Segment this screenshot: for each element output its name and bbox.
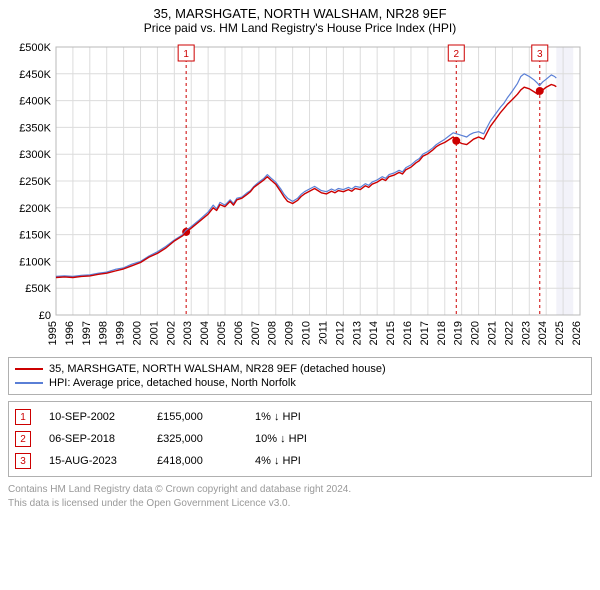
event-diff: 10% ↓ HPI bbox=[255, 433, 307, 445]
x-tick-label: 2023 bbox=[520, 321, 532, 345]
legend-label: HPI: Average price, detached house, Nort… bbox=[49, 377, 296, 389]
x-tick-label: 2019 bbox=[453, 321, 465, 345]
x-tick-label: 1995 bbox=[47, 321, 59, 345]
x-tick-label: 2005 bbox=[216, 321, 228, 345]
legend-item: HPI: Average price, detached house, Nort… bbox=[15, 376, 585, 390]
y-tick-label: £400K bbox=[19, 96, 51, 108]
legend-label: 35, MARSHGATE, NORTH WALSHAM, NR28 9EF (… bbox=[49, 363, 386, 375]
event-date: 10-SEP-2002 bbox=[49, 411, 139, 423]
x-tick-label: 2017 bbox=[419, 321, 431, 345]
x-tick-label: 2002 bbox=[165, 321, 177, 345]
chart-container: { "title": "35, MARSHGATE, NORTH WALSHAM… bbox=[0, 0, 600, 514]
y-tick-label: £250K bbox=[19, 176, 51, 188]
footer-line-1: Contains HM Land Registry data © Crown c… bbox=[8, 483, 592, 497]
event-row: 2 06-SEP-2018 £325,000 10% ↓ HPI bbox=[15, 428, 585, 450]
event-row: 3 15-AUG-2023 £418,000 4% ↓ HPI bbox=[15, 450, 585, 472]
x-tick-label: 1996 bbox=[64, 321, 76, 345]
series-hpi bbox=[56, 74, 556, 277]
x-tick-label: 2000 bbox=[132, 321, 144, 345]
event-price: £325,000 bbox=[157, 433, 237, 445]
legend-item: 35, MARSHGATE, NORTH WALSHAM, NR28 9EF (… bbox=[15, 362, 585, 376]
x-tick-label: 2001 bbox=[148, 321, 160, 345]
x-tick-label: 2018 bbox=[436, 321, 448, 345]
y-tick-label: £350K bbox=[19, 122, 51, 134]
x-tick-label: 2016 bbox=[402, 321, 414, 345]
x-tick-label: 2011 bbox=[317, 321, 329, 345]
x-tick-label: 2007 bbox=[250, 321, 262, 345]
footer-line-2: This data is licensed under the Open Gov… bbox=[8, 497, 592, 511]
x-tick-label: 2024 bbox=[537, 321, 549, 345]
event-marker-number: 2 bbox=[453, 49, 459, 60]
line-chart-svg: £0 £50K £100K £150K £200K £250K £300K £350K £400… bbox=[8, 41, 588, 351]
event-marker-number: 3 bbox=[537, 49, 543, 60]
y-tick-label: £450K bbox=[19, 69, 51, 81]
x-tick-label: 1997 bbox=[81, 321, 93, 345]
x-tick-label: 2008 bbox=[267, 321, 279, 345]
event-diff: 1% ↓ HPI bbox=[255, 411, 301, 423]
event-row: 1 10-SEP-2002 £155,000 1% ↓ HPI bbox=[15, 406, 585, 428]
x-tick-label: 2021 bbox=[486, 321, 498, 345]
legend: 35, MARSHGATE, NORTH WALSHAM, NR28 9EF (… bbox=[8, 357, 592, 395]
x-tick-label: 1998 bbox=[98, 321, 110, 345]
y-tick-label: £300K bbox=[19, 149, 51, 161]
x-tick-label: 2014 bbox=[368, 321, 380, 345]
x-tick-label: 2006 bbox=[233, 321, 245, 345]
x-tick-label: 2022 bbox=[503, 321, 515, 345]
x-tick-label: 2010 bbox=[301, 321, 313, 345]
x-tick-label: 2020 bbox=[470, 321, 482, 345]
x-tick-label: 2012 bbox=[334, 321, 346, 345]
chart-area: £0 £50K £100K £150K £200K £250K £300K £350K £400… bbox=[8, 41, 592, 351]
event-price: £418,000 bbox=[157, 455, 237, 467]
x-tick-label: 2015 bbox=[385, 321, 397, 345]
event-marker-icon: 3 bbox=[15, 453, 31, 469]
event-marker-icon: 1 bbox=[15, 409, 31, 425]
event-date: 15-AUG-2023 bbox=[49, 455, 139, 467]
x-tick-label: 2003 bbox=[182, 321, 194, 345]
event-price: £155,000 bbox=[157, 411, 237, 423]
x-tick-label: 2004 bbox=[199, 321, 211, 345]
event-marker-icon: 2 bbox=[15, 431, 31, 447]
y-tick-label: £150K bbox=[19, 230, 51, 242]
footer-attribution: Contains HM Land Registry data © Crown c… bbox=[8, 483, 592, 510]
x-tick-label: 2025 bbox=[554, 321, 566, 345]
event-diff: 4% ↓ HPI bbox=[255, 455, 301, 467]
x-tick-label: 2013 bbox=[351, 321, 363, 345]
y-tick-label: £100K bbox=[19, 256, 51, 268]
event-date: 06-SEP-2018 bbox=[49, 433, 139, 445]
x-tick-label: 2026 bbox=[571, 321, 583, 345]
y-tick-label: £200K bbox=[19, 203, 51, 215]
x-tick-label: 1999 bbox=[115, 321, 127, 345]
events-table: 1 10-SEP-2002 £155,000 1% ↓ HPI 2 06-SEP-2018… bbox=[8, 401, 592, 477]
x-tick-label: 2009 bbox=[284, 321, 296, 345]
y-tick-label: £50K bbox=[25, 283, 51, 295]
legend-swatch bbox=[15, 382, 43, 384]
legend-swatch bbox=[15, 368, 43, 370]
y-tick-label: £0 bbox=[39, 310, 51, 322]
y-tick-label: £500K bbox=[19, 42, 51, 54]
event-marker-number: 1 bbox=[183, 49, 189, 60]
chart-subtitle: Price paid vs. HM Land Registry's House … bbox=[8, 21, 592, 35]
chart-title: 35, MARSHGATE, NORTH WALSHAM, NR28 9EF bbox=[8, 6, 592, 21]
